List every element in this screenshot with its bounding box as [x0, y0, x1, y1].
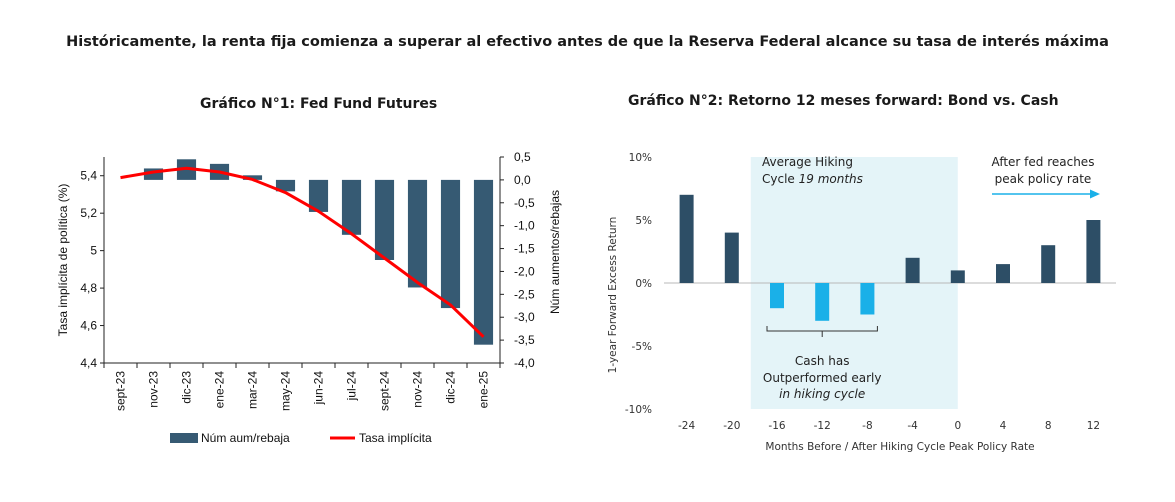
x-tick-label: dic-23: [180, 371, 194, 404]
y2-tick-label: -0,5: [514, 196, 535, 210]
y-tick-label: 0%: [635, 278, 652, 290]
bar-ene-25: [473, 179, 494, 345]
y-tick-label: -5%: [632, 341, 652, 353]
annotation-cash-line2: Outperformed early: [763, 371, 882, 385]
line-tasa-implicita: [120, 166, 485, 338]
y-tick-label: 10%: [629, 152, 652, 164]
bar--24: [679, 194, 694, 283]
x-tick-label: nov-23: [147, 371, 161, 408]
annotation-hiking-line1: Average Hiking: [762, 155, 853, 169]
y2-tick-label: 0,5: [514, 150, 531, 164]
y2-tick-label: 0,0: [514, 173, 531, 187]
y2-tick-label: -3,5: [514, 333, 535, 347]
x-tick-label: 12: [1087, 420, 1100, 432]
y-tick-label: 5,4: [80, 169, 97, 183]
bar-nov-24: [407, 179, 428, 288]
bar-4: [996, 264, 1010, 283]
x-tick-label: sept-24: [378, 371, 392, 411]
x-tick-label: 4: [1000, 420, 1007, 432]
y-tick-label: 5,2: [80, 206, 97, 220]
x-tick-label: dic-24: [444, 371, 458, 404]
bar-jul-24: [341, 179, 362, 235]
annotation-fed-arrowhead: [1090, 189, 1100, 199]
x-tick-label: -20: [723, 420, 740, 432]
legend-swatch-bars: [170, 433, 198, 443]
x-tick-label: may-24: [279, 371, 293, 411]
legend-label-bars: Núm aum/rebaja: [201, 431, 290, 445]
bar--8: [860, 283, 875, 315]
x-tick-label: -12: [814, 420, 831, 432]
y2-tick-label: -2,0: [514, 264, 535, 278]
annotation-cash-line3: in hiking cycle: [779, 387, 865, 401]
bar--4: [905, 257, 920, 283]
y-axis-label: 1-year Forward Excess Return: [607, 217, 619, 374]
bar-may-24: [275, 179, 296, 192]
y2-tick-label: -4,0: [514, 356, 535, 370]
x-tick-label: -24: [678, 420, 695, 432]
x-tick-label: ene-24: [213, 371, 227, 409]
chart1-title: Gráfico N°1: Fed Fund Futures: [200, 96, 438, 112]
bar-mar-24: [242, 175, 263, 180]
y2-tick-label: -1,0: [514, 219, 535, 233]
bar-8: [1041, 245, 1056, 283]
y-axis-label: Tasa implícita de política (%): [56, 184, 70, 337]
bar-12: [1086, 220, 1101, 283]
y2-tick-label: -3,0: [514, 310, 535, 324]
bar--16: [770, 283, 784, 309]
legend-label-line: Tasa implícita: [359, 431, 432, 445]
x-tick-label: nov-24: [411, 371, 425, 408]
bar-nov-23: [143, 168, 164, 180]
y2-tick-label: -2,5: [514, 287, 535, 301]
annotation-fed-line2: peak policy rate: [995, 172, 1092, 186]
x-tick-label: ene-25: [477, 371, 491, 409]
x-tick-label: 0: [954, 420, 961, 432]
x-tick-label: mar-24: [246, 371, 260, 409]
chart2-title: Gráfico N°2: Retorno 12 meses forward: B…: [628, 93, 1059, 109]
bar-0: [950, 270, 965, 283]
y2-axis-label: Núm aumentos/rebajas: [548, 190, 562, 314]
x-tick-label: -4: [907, 420, 918, 432]
y-tick-label: 5%: [635, 215, 652, 227]
x-tick-label: 8: [1045, 420, 1052, 432]
bar--12: [815, 283, 830, 321]
x-tick-label: -8: [862, 420, 872, 432]
x-tick-label: jul-24: [345, 371, 359, 402]
y-tick-label: 5: [90, 244, 97, 258]
x-tick-label: jun-24: [312, 371, 326, 406]
y2-tick-label: -1,5: [514, 242, 535, 256]
x-axis-label: Months Before / After Hiking Cycle Peak …: [765, 441, 1034, 453]
annotation-hiking-line2: Cycle 19 months: [762, 172, 863, 186]
y-tick-label: 4,4: [80, 356, 97, 370]
y-tick-label: -10%: [625, 404, 652, 416]
chart1-fed-fund-futures: 4,4 4,6 4,8 5 5,2 5,4 0,5 0,0 -0,5 -1,0 -1,5 -2,0 -2…: [56, 150, 562, 445]
annotation-fed-line1: After fed reaches: [992, 155, 1095, 169]
x-tick-label: sept-23: [114, 371, 128, 411]
bar-dic-24: [440, 179, 461, 309]
bar-sept-24: [374, 179, 395, 260]
bar--20: [724, 232, 739, 283]
y-tick-label: 4,8: [80, 281, 97, 295]
y-tick-label: 4,6: [80, 319, 97, 333]
annotation-cash-line1: Cash has: [795, 354, 850, 368]
bar-jun-24: [308, 179, 329, 212]
page-title: Históricamente, la renta fija comienza a…: [66, 34, 1109, 50]
x-tick-label: -16: [768, 420, 785, 432]
